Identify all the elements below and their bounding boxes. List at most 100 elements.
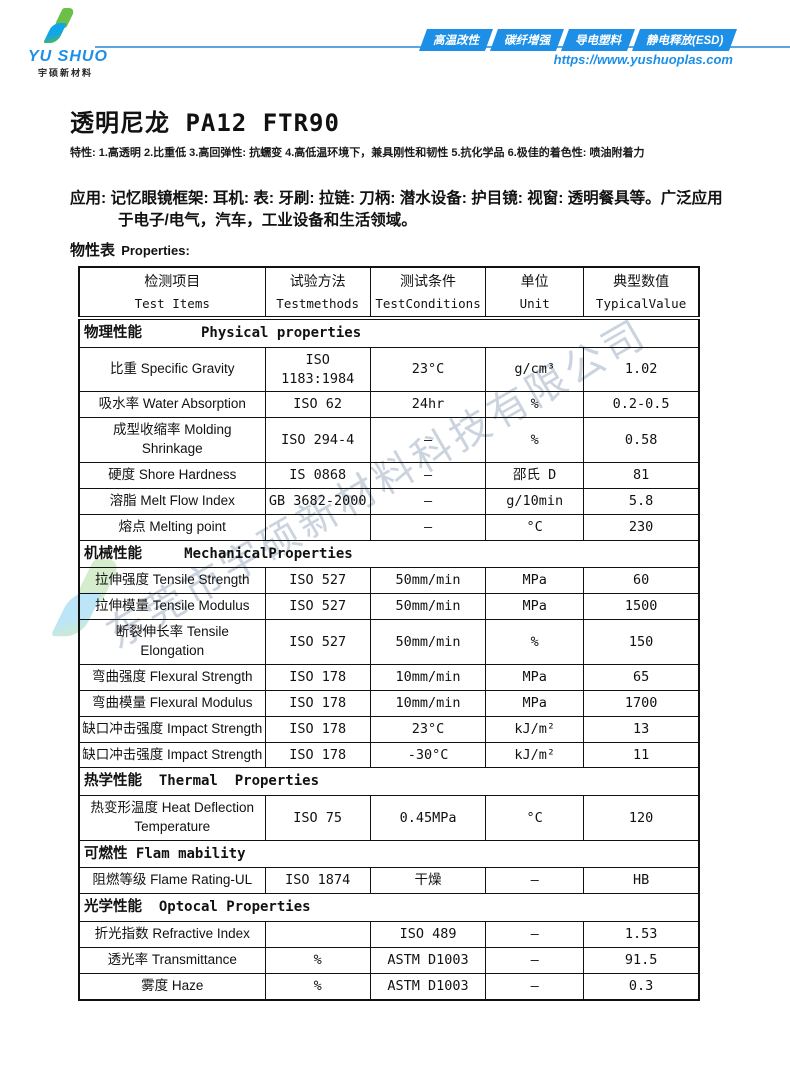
cell-test-condition: – — [369, 513, 487, 541]
table-row: 拉伸模量 Tensile Modulus ISO 527 50mm/min MPa 15… — [78, 593, 700, 621]
nav-tab[interactable]: 导电塑料 — [560, 29, 635, 51]
cell-test-condition: 23°C — [369, 346, 487, 393]
cell-test-condition: 50mm/min — [369, 619, 487, 665]
cell-test-method — [264, 920, 371, 948]
table-row: 吸水率 Water Absorption ISO 62 24hr% 0.2-0.5 — [78, 391, 700, 419]
cell-test-item: 弯曲强度 Flexural Strength — [78, 663, 266, 691]
cell-test-item: 阻燃等级 Flame Rating-UL — [78, 867, 266, 895]
cell-unit: – — [485, 972, 585, 1001]
cell-test-item: 折光指数 Refractive Index — [78, 920, 266, 948]
section-label: 光学性能 Optocal Properties — [78, 893, 700, 922]
section-row: 机械性能 MechanicalProperties — [78, 539, 700, 569]
cell-test-item: 熔点 Melting point — [78, 513, 266, 541]
table-row: 缺口冲击强度 Impact Strength ISO 178 -30°C kJ/m² 1… — [78, 741, 700, 769]
cell-test-item: 成型收缩率 Molding Shrinkage — [78, 417, 266, 464]
section-row: 可燃性 Flam mability — [78, 839, 700, 869]
cell-test-condition: -30°C — [369, 741, 487, 769]
website-link[interactable]: https://www.yushuoplas.com — [553, 52, 733, 67]
cell-typical-value: 0.2-0.5 — [583, 391, 700, 419]
cell-typical-value: 0.3 — [583, 972, 700, 1001]
site-header: YU SHUO 宇硕新材料 高温改性 碳纤增强 导电塑料 静电释放(ESD) http… — [0, 0, 790, 80]
nav-tab-label: 碳纤增强 — [503, 35, 550, 47]
cell-test-condition: 50mm/min — [369, 593, 487, 621]
cell-test-method: ISO 178 — [264, 689, 371, 717]
cell-unit: kJ/m² — [485, 741, 585, 769]
section-row: 热学性能 Thermal Properties — [78, 767, 700, 797]
features-line: 特性: 1.高透明 2.比重低 3.高回弹性: 抗蠕变 4.高低温环境下，兼具刚… — [70, 147, 645, 159]
section-label: 可燃性 Flam mability — [78, 839, 700, 869]
cell-typical-value: 120 — [583, 795, 700, 841]
cell-test-item: 硬度 Shore Hardness — [78, 462, 266, 489]
cell-test-condition: 10mm/min — [369, 689, 487, 717]
cell-test-method: IS 0868 — [264, 462, 371, 489]
nav-tab[interactable]: 静电释放(ESD) — [631, 29, 738, 51]
cell-test-condition: – — [369, 462, 487, 489]
cell-test-method: ISO 178 — [264, 663, 371, 691]
brand-subtitle: 宇硕新材料 — [38, 68, 94, 78]
column-header: 测试条件 TestConditions — [369, 266, 487, 321]
cell-test-method: ISO 527 — [264, 593, 371, 621]
cell-test-item: 弯曲模量 Flexural Modulus — [78, 689, 266, 717]
cell-test-condition: 50mm/min — [369, 567, 487, 595]
cell-unit: % — [485, 619, 585, 665]
cell-typical-value: 0.58 — [583, 417, 700, 464]
cell-unit: – — [485, 946, 585, 974]
cell-typical-value: HB — [583, 867, 700, 895]
table-row: 缺口冲击强度 Impact Strength ISO 178 23°C kJ/m² 13 — [78, 715, 700, 743]
nav-tab-label: 导电塑料 — [574, 35, 621, 47]
cell-test-condition: ISO 489 — [369, 920, 487, 948]
table-row: 断裂伸长率 Tensile Elongation ISO 527 50mm/min%… — [78, 619, 700, 665]
nav-tabs: 高温改性 碳纤增强 导电塑料 静电释放(ESD) — [418, 29, 738, 51]
cell-unit: g/10min — [485, 487, 585, 515]
cell-test-method: % — [264, 946, 371, 974]
cell-test-item: 比重 Specific Gravity — [78, 346, 266, 393]
cell-typical-value: 81 — [583, 462, 700, 489]
properties-table: 检测项目 Test Items 试验方法 Testmethods 测试条件 TestCon… — [78, 265, 700, 1001]
cell-unit: % — [485, 417, 585, 464]
cell-test-method: ISO 1874 — [264, 867, 371, 895]
table-row: 雾度 Haze% ASTM D1003–0.3 — [78, 972, 700, 1001]
nav-tab[interactable]: 高温改性 — [418, 29, 493, 51]
cell-test-method: % — [264, 972, 371, 1001]
cell-test-method: ISO 178 — [264, 741, 371, 769]
table-row: 折光指数 Refractive Index ISO 489–1.53 — [78, 920, 700, 948]
leaf-icon — [42, 8, 102, 46]
cell-test-item: 拉伸模量 Tensile Modulus — [78, 593, 266, 621]
table-row: 热变形温度 Heat Deflection Temperature ISO 75 0… — [78, 795, 700, 841]
cell-unit: MPa — [485, 593, 585, 621]
cell-test-condition: ASTM D1003 — [369, 946, 487, 974]
cell-test-item: 缺口冲击强度 Impact Strength — [78, 741, 266, 769]
table-row: 弯曲模量 Flexural Modulus ISO 178 10mm/min MPa 1… — [78, 689, 700, 717]
nav-tab-label: 高温改性 — [432, 35, 479, 47]
table-row: 硬度 Shore Hardness IS 0868– 邵氏 D 81 — [78, 462, 700, 489]
cell-test-condition: 24hr — [369, 391, 487, 419]
cell-test-item: 断裂伸长率 Tensile Elongation — [78, 619, 266, 665]
cell-unit: kJ/m² — [485, 715, 585, 743]
cell-test-item: 热变形温度 Heat Deflection Temperature — [78, 795, 266, 841]
nav-tab[interactable]: 碳纤增强 — [489, 29, 564, 51]
column-header: 典型数值 TypicalValue — [583, 266, 700, 321]
table-row: 比重 Specific Gravity ISO 1183:1984 23°C g/cm… — [78, 346, 700, 393]
cell-typical-value: 60 — [583, 567, 700, 595]
application-paragraph: 应用: 记忆眼镜框架: 耳机: 表: 牙刷: 拉链: 刀柄: 潜水设备: 护目镜… — [70, 190, 723, 230]
cell-unit: °C — [485, 795, 585, 841]
cell-unit: MPa — [485, 663, 585, 691]
cell-unit: – — [485, 920, 585, 948]
properties-heading-zh: 物性表 — [70, 241, 116, 259]
table-row: 熔点 Melting point – °C 230 — [78, 513, 700, 541]
column-header: 试验方法 Testmethods — [264, 266, 371, 321]
cell-test-item: 拉伸强度 Tensile Strength — [78, 567, 266, 595]
properties-heading: 物性表 Properties: — [70, 239, 733, 260]
cell-test-item: 透光率 Transmittance — [78, 946, 266, 974]
cell-test-item: 溶脂 Melt Flow Index — [78, 487, 266, 515]
section-label: 热学性能 Thermal Properties — [78, 767, 700, 797]
cell-typical-value: 1.02 — [583, 346, 700, 393]
table-header-row: 检测项目 Test Items 试验方法 Testmethods 测试条件 TestCon… — [78, 266, 700, 321]
cell-test-method: ISO 527 — [264, 619, 371, 665]
cell-unit: g/cm³ — [485, 346, 585, 393]
cell-test-method: ISO 1183:1984 — [264, 346, 371, 393]
cell-test-method: ISO 527 — [264, 567, 371, 595]
cell-typical-value: 13 — [583, 715, 700, 743]
cell-unit: – — [485, 867, 585, 895]
